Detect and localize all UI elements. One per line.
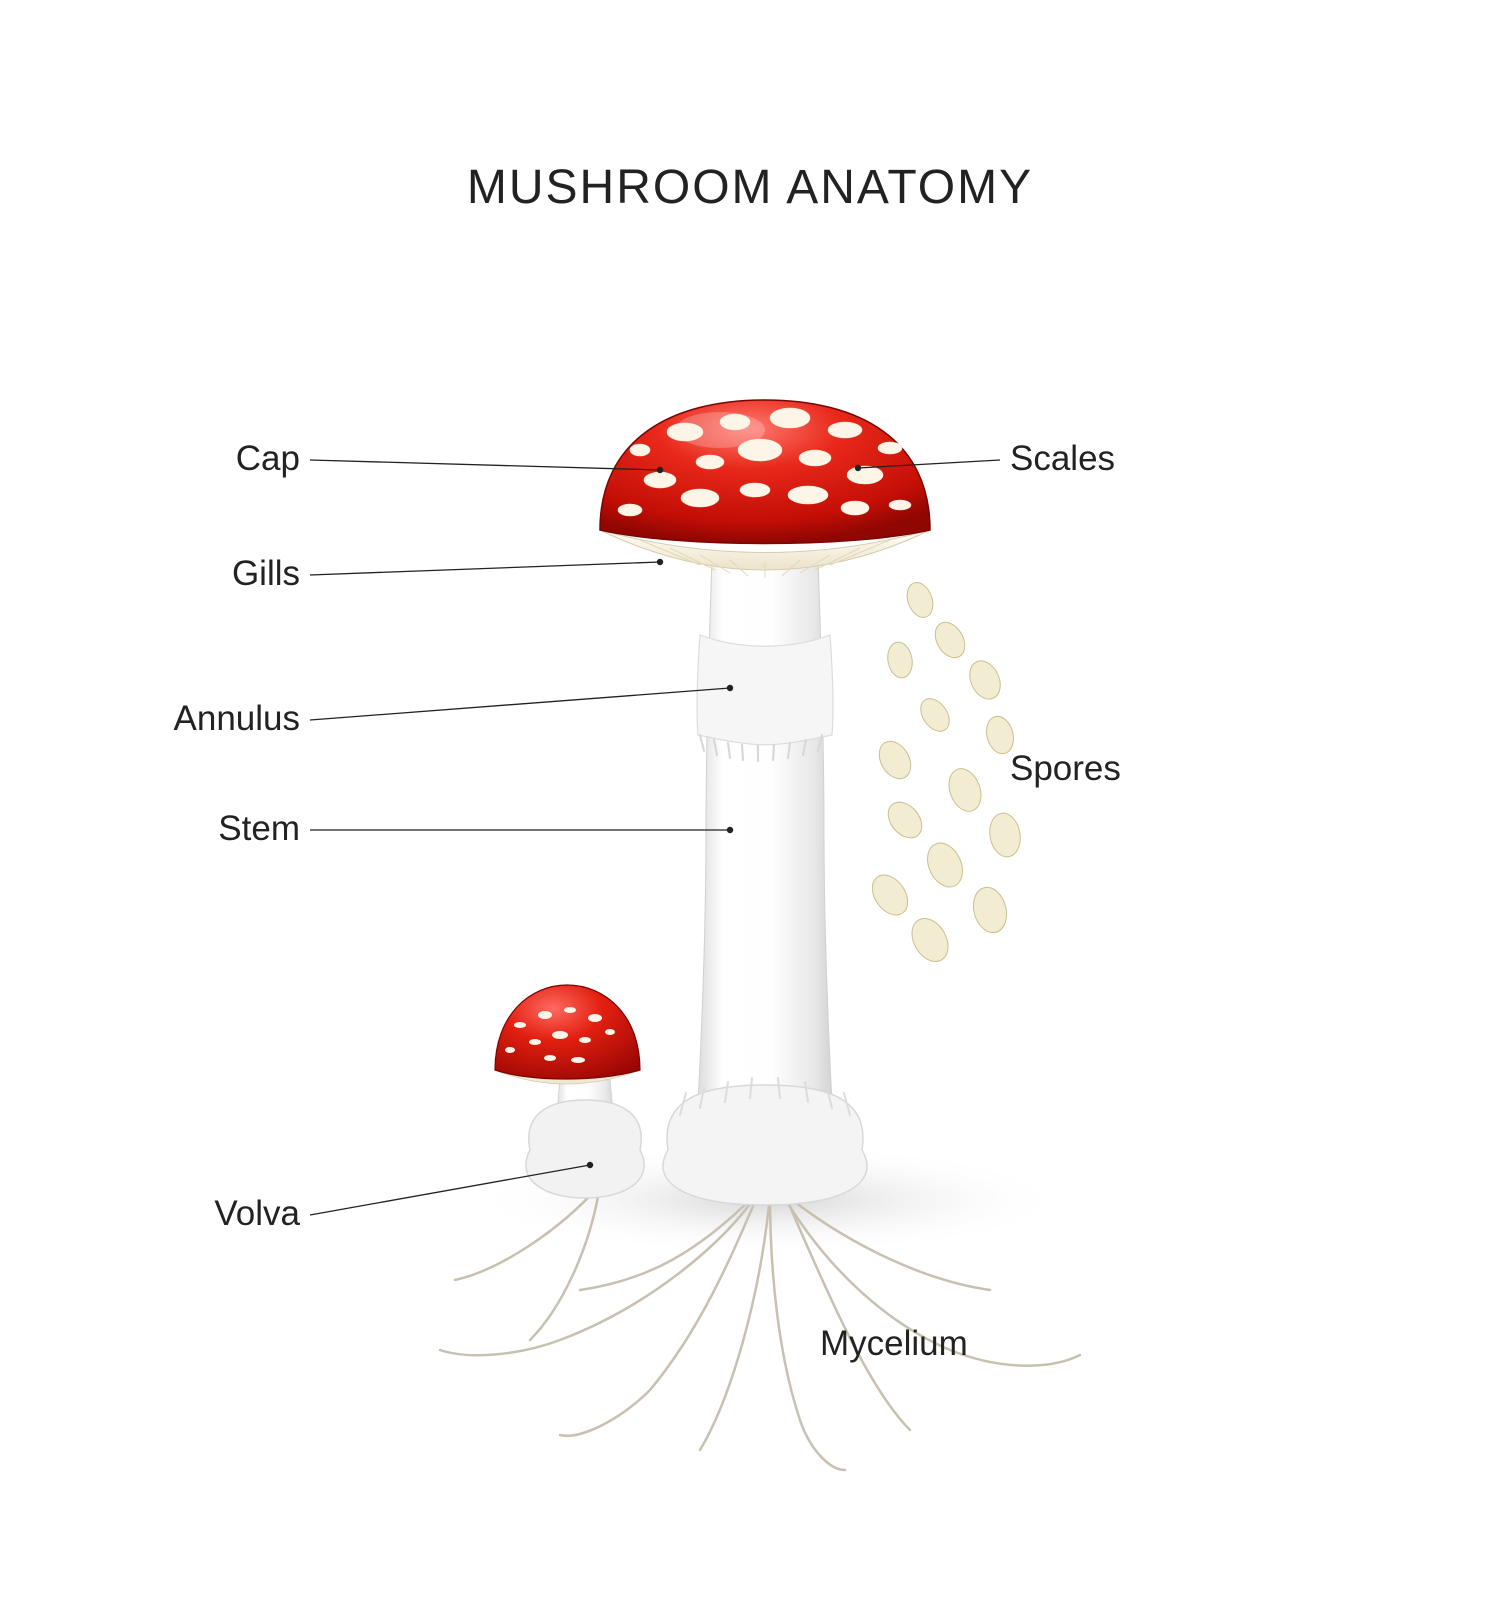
- label-annulus: Annulus: [174, 699, 300, 739]
- small-mushroom: [495, 985, 644, 1198]
- spores: [865, 579, 1023, 968]
- volva: [663, 1078, 867, 1205]
- mushroom-illustration: [0, 0, 1500, 1600]
- diagram-canvas: MUSHROOM ANATOMY: [0, 0, 1500, 1600]
- label-mycelium: Mycelium: [820, 1324, 968, 1364]
- label-gills: Gills: [232, 554, 300, 594]
- leader-lines: [310, 460, 1000, 1215]
- label-cap: Cap: [236, 439, 300, 479]
- label-spores: Spores: [1010, 749, 1121, 789]
- label-scales: Scales: [1010, 439, 1115, 479]
- label-volva: Volva: [214, 1194, 300, 1234]
- label-stem: Stem: [218, 809, 300, 849]
- cap: [600, 400, 930, 544]
